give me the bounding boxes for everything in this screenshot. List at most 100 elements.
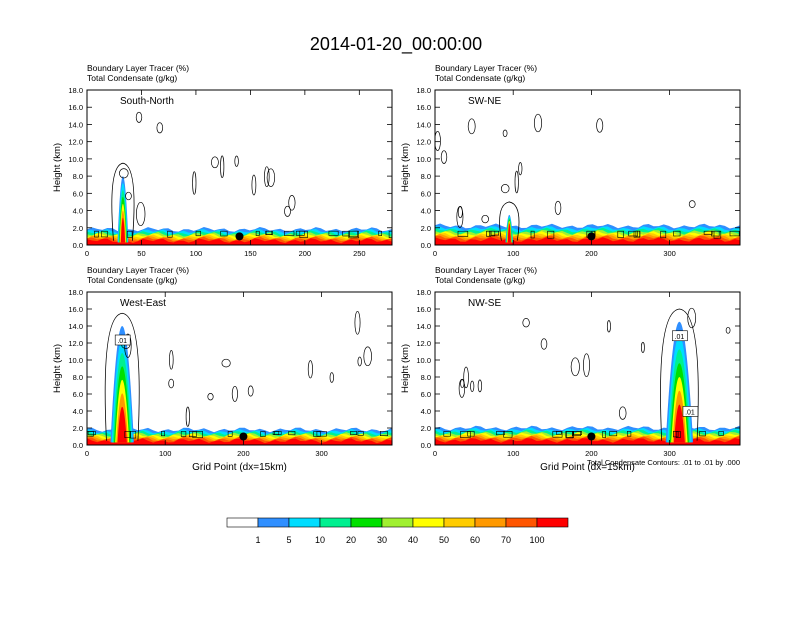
colorbar-swatch — [505, 517, 538, 528]
y-tick-label: 16.0 — [68, 103, 83, 112]
low-contour — [299, 230, 308, 238]
low-contour — [192, 431, 203, 438]
panel-subtitle-tracer: Boundary Layer Tracer (%) — [435, 63, 537, 73]
x-tick-label: 0 — [85, 449, 89, 458]
y-tick-label: 6.0 — [73, 390, 83, 399]
panel-frame — [86, 291, 393, 446]
panel-frame — [434, 89, 741, 246]
colorbar-swatch — [257, 517, 290, 528]
colorbar-swatch — [319, 517, 352, 528]
x-tick-label: 100 — [507, 249, 520, 258]
low-contour — [718, 431, 724, 436]
condensate-contour — [136, 201, 146, 227]
condensate-contour — [264, 166, 270, 188]
low-contour — [379, 431, 388, 436]
condensate-contour — [185, 406, 190, 427]
colorbar-swatch — [412, 517, 445, 528]
low-contour — [180, 431, 187, 437]
y-tick-label: 10.0 — [416, 356, 431, 365]
condensate-contour — [231, 385, 238, 402]
low-contour — [87, 431, 96, 436]
low-contour — [349, 230, 358, 238]
condensate-contour — [606, 320, 611, 333]
low-contour — [489, 230, 496, 237]
condensate-contour — [570, 357, 580, 377]
y-tick-label: 10.0 — [68, 155, 83, 164]
y-tick-label: 8.0 — [73, 172, 83, 181]
y-tick-label: 6.0 — [73, 189, 83, 198]
y-tick-label: 14.0 — [68, 322, 83, 331]
low-contour — [265, 230, 273, 235]
panel-subtitle-condensate: Total Condensate (g/kg) — [87, 275, 177, 285]
y-tick-label: 0.0 — [421, 441, 431, 450]
condensate-contour — [207, 393, 214, 401]
low-contour — [628, 230, 638, 237]
y-tick-label: 0.0 — [73, 441, 83, 450]
y-tick-label: 12.0 — [68, 138, 83, 147]
condensate-contour — [641, 341, 645, 353]
condensate-contour — [354, 310, 361, 335]
y-axis-label: Height (km) — [52, 344, 63, 393]
low-contour — [227, 431, 233, 437]
y-tick-label: 4.0 — [73, 407, 83, 416]
plume-band-6 — [120, 217, 126, 243]
panel-subtitle-condensate: Total Condensate (g/kg) — [435, 73, 525, 83]
tracer-band-8 — [87, 238, 392, 245]
location-marker — [587, 232, 596, 241]
low-contour — [167, 230, 173, 238]
condensate-contour — [518, 162, 523, 176]
colorbar-swatch — [381, 517, 414, 528]
low-contour — [675, 431, 681, 438]
panel-label: NW-SE — [468, 298, 501, 309]
low-contour — [274, 431, 282, 435]
panel-plot-area: .01 — [87, 310, 392, 445]
plume-band-6 — [673, 404, 685, 443]
x-tick-label: 200 — [585, 449, 598, 458]
tracer-band-8 — [435, 438, 740, 445]
low-contour — [617, 230, 624, 238]
panel-label: SW-NE — [468, 96, 501, 107]
contour-note: Total Condensate Contours: .01 to .01 by… — [587, 458, 740, 467]
condensate-contour — [725, 326, 731, 334]
panel-subtitle-tracer: Boundary Layer Tracer (%) — [87, 63, 189, 73]
colorbar-swatch — [350, 517, 383, 528]
low-contour — [378, 230, 383, 236]
y-axis-label: Height (km) — [400, 344, 411, 393]
x-tick-label: 0 — [85, 249, 89, 258]
condensate-contour — [522, 318, 530, 328]
low-contour — [635, 230, 641, 238]
condensate-contour — [192, 171, 197, 195]
condensate-contour — [156, 122, 164, 134]
condensate-contour — [540, 338, 548, 350]
location-marker — [235, 232, 244, 241]
condensate-contour — [554, 200, 562, 215]
condensate-contour — [247, 385, 254, 397]
colorbar-label: 5 — [286, 535, 291, 545]
condensate-contour — [583, 353, 590, 378]
contour-label: .01 — [685, 409, 695, 416]
condensate-contour — [221, 358, 231, 368]
colorbar-label: 1 — [255, 535, 260, 545]
colorbar-swatch — [443, 517, 476, 528]
contour-label-box — [672, 330, 688, 342]
x-tick-label: 100 — [190, 249, 203, 258]
y-tick-label: 6.0 — [421, 390, 431, 399]
condensate-contour — [211, 156, 219, 169]
colorbar-swatch — [536, 517, 569, 528]
low-contour — [626, 431, 632, 437]
x-tick-label: 250 — [353, 249, 366, 258]
colorbar-label: 40 — [408, 535, 418, 545]
condensate-contour — [457, 206, 463, 219]
colorbar-swatch — [226, 517, 259, 528]
y-tick-label: 4.0 — [73, 207, 83, 216]
y-tick-label: 14.0 — [416, 120, 431, 129]
condensate-contour — [502, 129, 508, 137]
y-tick-label: 8.0 — [421, 373, 431, 382]
low-contour — [486, 230, 492, 237]
y-tick-label: 18.0 — [416, 86, 431, 95]
low-contour — [283, 230, 295, 236]
condensate-contour — [234, 155, 239, 167]
low-contour — [565, 431, 574, 438]
condensate-contour — [514, 170, 519, 194]
colorbar-label: 10 — [315, 535, 325, 545]
